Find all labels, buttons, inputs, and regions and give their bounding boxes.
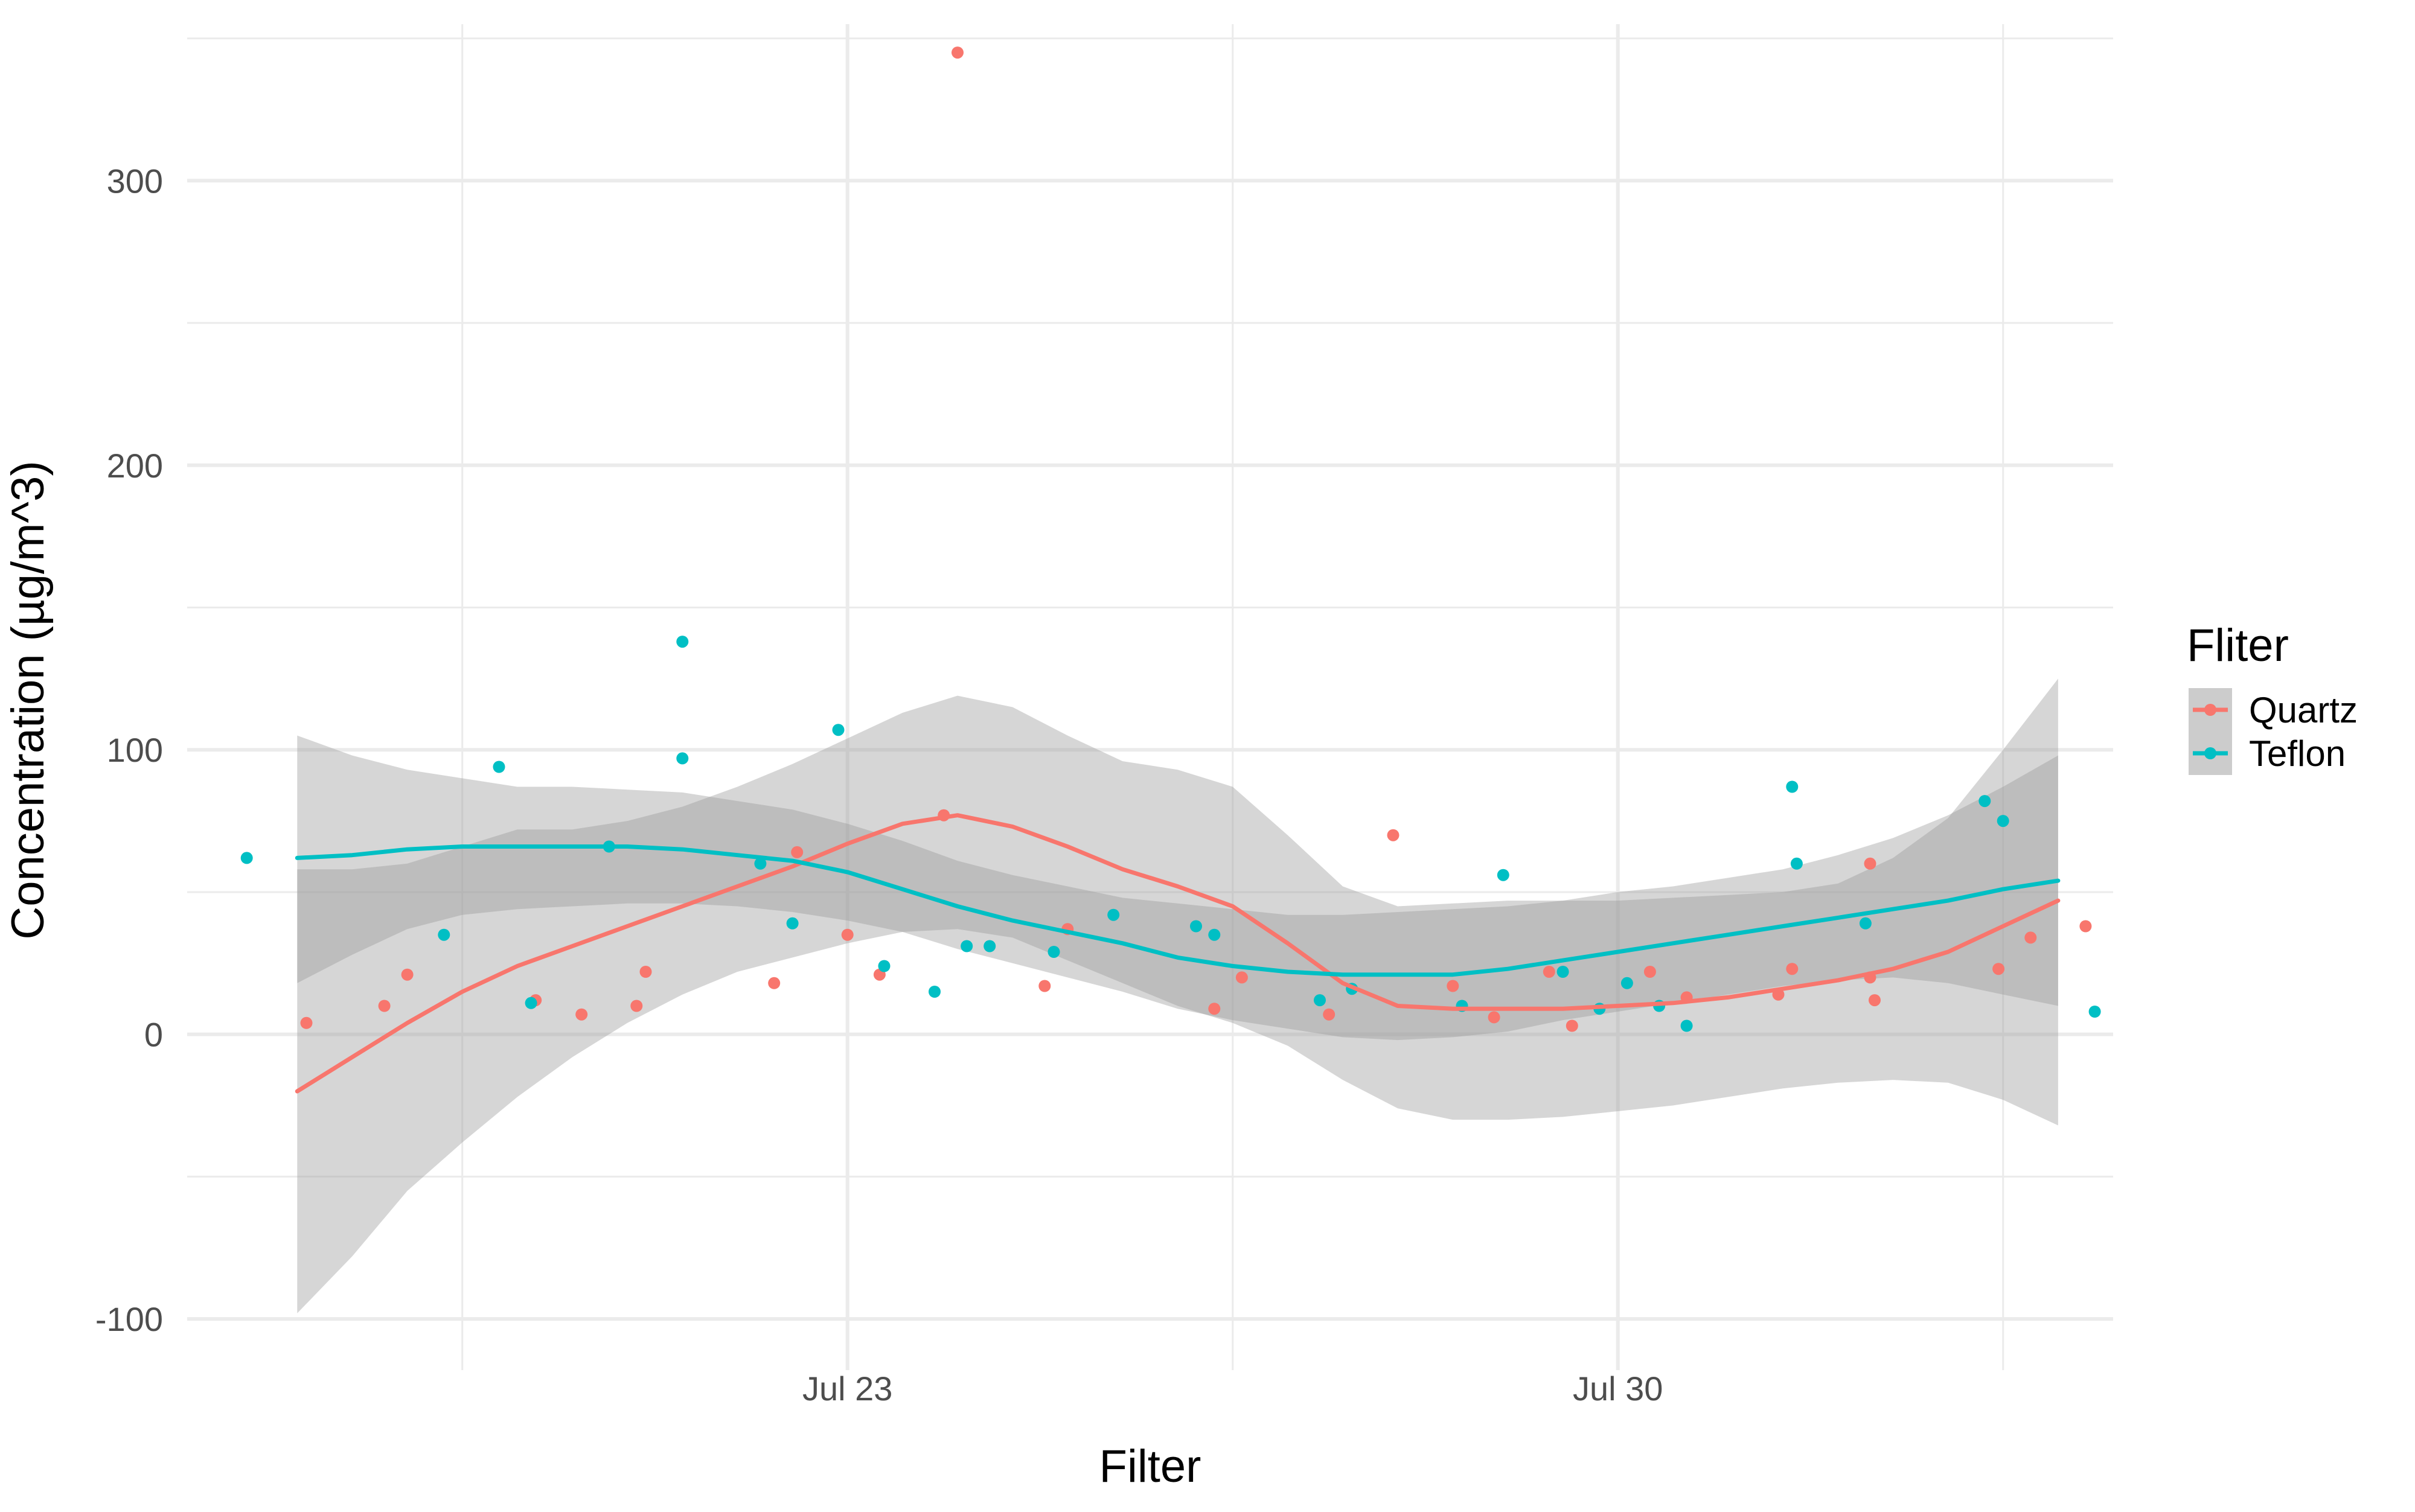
quartz-point <box>791 846 804 858</box>
quartz-point <box>1543 966 1555 978</box>
y-tick-label: 100 <box>107 731 163 769</box>
teflon-point <box>1680 1019 1693 1032</box>
teflon-point <box>1048 946 1060 958</box>
y-tick-label: -100 <box>95 1300 163 1338</box>
x-axis-title: Filter <box>1099 1441 1201 1492</box>
quartz-point <box>1566 1019 1578 1032</box>
quartz-point <box>639 966 652 978</box>
quartz-point <box>952 46 964 59</box>
quartz-point <box>300 1016 313 1029</box>
legend-key-point <box>2204 747 2216 759</box>
legend-key-point <box>2204 704 2216 716</box>
y-tick-label: 0 <box>144 1016 163 1054</box>
teflon-point <box>1978 795 1991 808</box>
quartz-point <box>841 928 854 941</box>
teflon-point <box>984 940 996 952</box>
teflon-point <box>1790 857 1803 870</box>
quartz-point <box>1992 963 2005 975</box>
teflon-point <box>1859 917 1872 930</box>
quartz-point <box>1235 971 1248 984</box>
quartz-smooth-line <box>295 813 2061 1094</box>
quartz-point <box>1643 966 1656 978</box>
legend-item-teflon: Teflon <box>2189 732 2346 775</box>
smooth-lines <box>295 813 2061 1094</box>
teflon-point <box>1997 815 2009 828</box>
quartz-point <box>1038 980 1051 992</box>
quartz-confidence-ribbon <box>297 678 2058 1313</box>
teflon-point <box>1107 908 1120 921</box>
quartz-point <box>378 1000 391 1012</box>
teflon-point <box>493 761 505 773</box>
teflon-point <box>1190 920 1202 933</box>
teflon-point <box>1208 928 1221 941</box>
quartz-point <box>2024 931 2037 944</box>
legend-label-quartz: Quartz <box>2249 690 2358 730</box>
teflon-point <box>1786 780 1799 793</box>
quartz-point <box>2079 920 2092 933</box>
quartz-point <box>1786 963 1799 975</box>
quartz-point <box>1208 1003 1221 1015</box>
teflon-point <box>438 928 450 941</box>
teflon-point <box>786 917 799 930</box>
legend-label-teflon: Teflon <box>2249 733 2346 774</box>
y-tick-label: 200 <box>107 447 163 485</box>
quartz-point <box>768 977 781 989</box>
teflon-point <box>676 636 689 648</box>
quartz-point <box>1447 980 1459 992</box>
teflon-smooth-line <box>295 844 2061 977</box>
teflon-point <box>878 960 891 972</box>
tick-labels: -100 0 100 200 300 Jul 23 Jul 30 <box>95 162 1663 1408</box>
legend-item-quartz: Quartz <box>2189 688 2358 732</box>
teflon-point <box>754 857 767 870</box>
teflon-point <box>961 940 973 952</box>
teflon-point <box>929 986 941 998</box>
x-tick-label: Jul 23 <box>802 1370 892 1408</box>
teflon-point <box>832 724 845 736</box>
teflon-point <box>676 752 689 765</box>
teflon-point <box>1620 977 1633 989</box>
quartz-point <box>1488 1011 1500 1024</box>
teflon-point <box>2088 1006 2101 1018</box>
teflon-point <box>240 852 253 864</box>
legend-title: Fliter <box>2187 620 2289 671</box>
quartz-point <box>1869 994 1881 1007</box>
teflon-point <box>1497 869 1509 881</box>
quartz-point <box>630 1000 643 1012</box>
quartz-point <box>575 1008 588 1021</box>
quartz-point <box>401 968 414 981</box>
teflon-confidence-ribbon <box>297 735 2058 1041</box>
quartz-point <box>1387 829 1399 841</box>
teflon-point <box>1556 966 1569 978</box>
quartz-point <box>1323 1008 1335 1021</box>
x-tick-label: Jul 30 <box>1573 1370 1663 1408</box>
y-tick-label: 300 <box>107 162 163 200</box>
teflon-point <box>1314 994 1326 1007</box>
quartz-point <box>1864 857 1876 870</box>
confidence-ribbons <box>297 678 2058 1313</box>
grid <box>187 24 2113 1370</box>
y-axis-title: Concentration (µg/m^3) <box>2 461 54 939</box>
teflon-point <box>525 997 537 1009</box>
